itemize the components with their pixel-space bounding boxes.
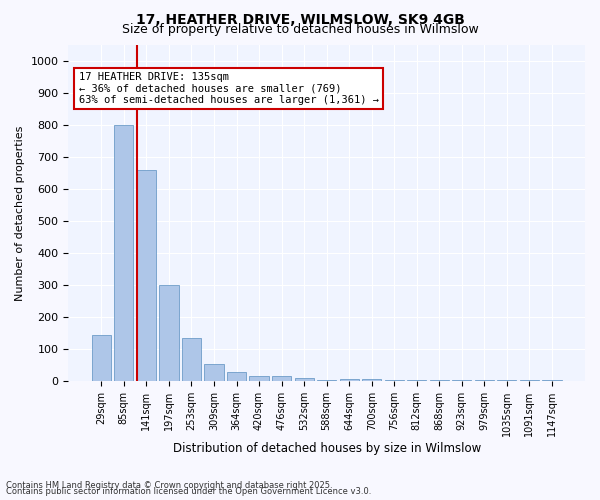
- Bar: [475, 380, 494, 382]
- Bar: [542, 380, 562, 382]
- Text: Contains public sector information licensed under the Open Government Licence v3: Contains public sector information licen…: [6, 487, 371, 496]
- Bar: [430, 380, 449, 382]
- Bar: [182, 338, 201, 382]
- Text: Size of property relative to detached houses in Wilmslow: Size of property relative to detached ho…: [122, 22, 478, 36]
- Text: Contains HM Land Registry data © Crown copyright and database right 2025.: Contains HM Land Registry data © Crown c…: [6, 481, 332, 490]
- Bar: [114, 125, 133, 382]
- Bar: [295, 378, 314, 382]
- Bar: [205, 364, 224, 382]
- Bar: [340, 379, 359, 382]
- Bar: [272, 376, 291, 382]
- Bar: [227, 372, 246, 382]
- Text: 17, HEATHER DRIVE, WILMSLOW, SK9 4GB: 17, HEATHER DRIVE, WILMSLOW, SK9 4GB: [136, 12, 464, 26]
- Bar: [250, 376, 269, 382]
- Bar: [385, 380, 404, 382]
- Bar: [452, 380, 472, 382]
- Bar: [362, 379, 381, 382]
- Bar: [497, 380, 517, 382]
- Bar: [407, 380, 427, 382]
- Y-axis label: Number of detached properties: Number of detached properties: [15, 126, 25, 301]
- Bar: [92, 335, 111, 382]
- Bar: [137, 170, 156, 382]
- Bar: [317, 380, 336, 382]
- X-axis label: Distribution of detached houses by size in Wilmslow: Distribution of detached houses by size …: [173, 442, 481, 455]
- Bar: [520, 380, 539, 382]
- Text: 17 HEATHER DRIVE: 135sqm
← 36% of detached houses are smaller (769)
63% of semi-: 17 HEATHER DRIVE: 135sqm ← 36% of detach…: [79, 72, 379, 105]
- Bar: [160, 285, 179, 382]
